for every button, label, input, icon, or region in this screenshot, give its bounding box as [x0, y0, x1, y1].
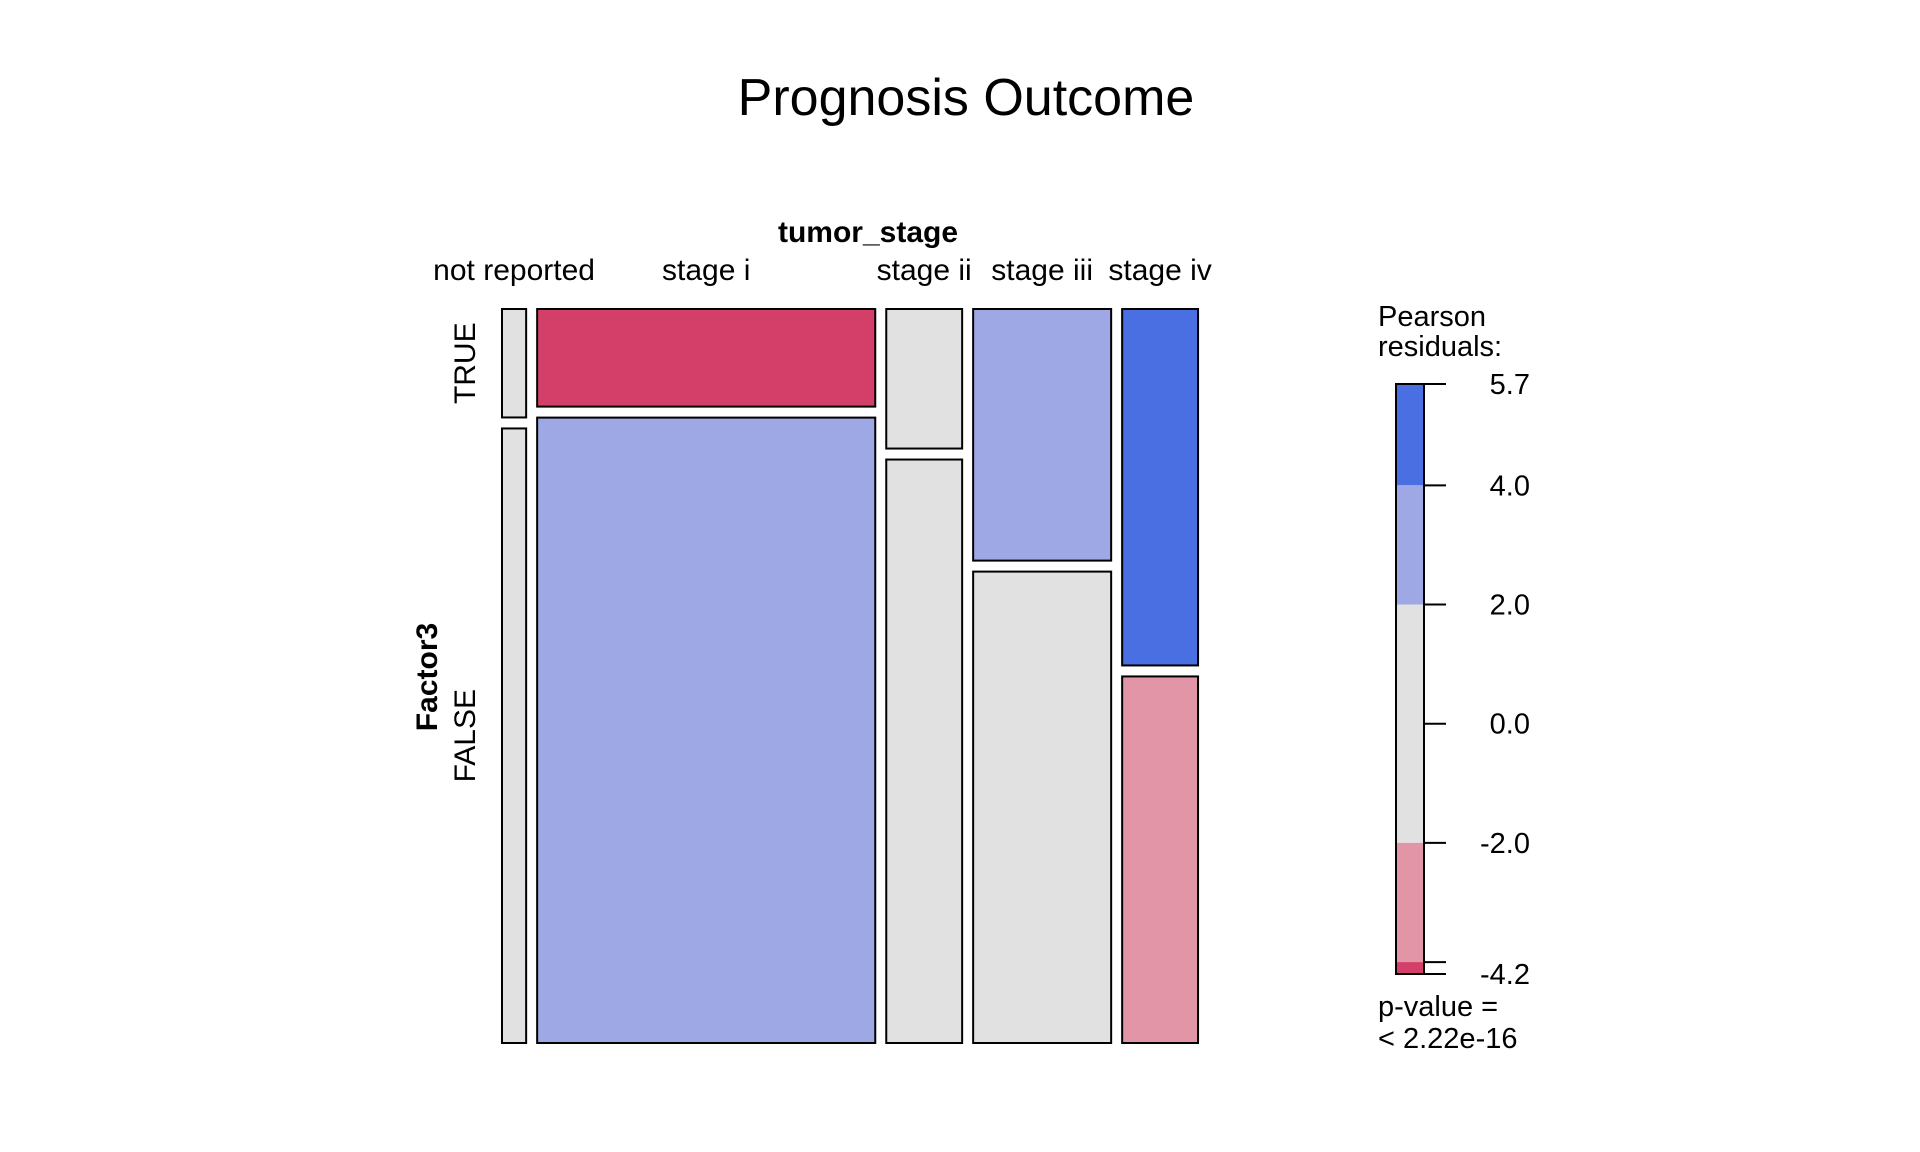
x-variable-label: tumor_stage [778, 216, 958, 249]
legend-bar-frame [1395, 383, 1425, 975]
tile-stage-iii-false [972, 570, 1113, 1044]
legend-band-2 [1396, 604, 1424, 843]
mosaic-tiles [501, 308, 1200, 1045]
legend-band-4 [1396, 962, 1424, 974]
legend-ticks: 5.7 4.0 2.0 0.0 -2.0 -4.2 [1424, 369, 1530, 991]
legend-tick-label: -2.0 [1480, 828, 1530, 860]
tile-stage-i-false [536, 416, 877, 1045]
tile-stage-i-true [536, 308, 877, 408]
column-labels: not reported stage i stage ii stage iii stag… [433, 254, 1212, 287]
tile-stage-iii-true [972, 308, 1113, 562]
residual-legend: Pearson residuals: 5.74.02.00.0-2.0-4.2 … [1378, 301, 1530, 1055]
column-label-stage-iv: stage iv [1108, 254, 1211, 287]
p-value-line1: p-value = [1378, 991, 1498, 1023]
chart-title: Prognosis Outcome [738, 69, 1195, 127]
tile-stage-ii-false [885, 458, 964, 1044]
tile-stage-ii-true [885, 308, 964, 450]
column-label-stage-iii: stage iii [991, 254, 1093, 287]
p-value-line2: < 2.22e-16 [1378, 1023, 1517, 1055]
legend-band-3 [1396, 842, 1424, 963]
column-label-stage-i: stage i [662, 254, 750, 287]
legend-tick-label: 2.0 [1490, 590, 1530, 622]
legend-color-bar [1395, 383, 1425, 975]
legend-tick-label: 0.0 [1490, 709, 1530, 741]
column-label-stage-ii: stage ii [877, 254, 972, 287]
tile-not-reported-true [501, 308, 528, 419]
column-label-not-reported: not reported [433, 254, 595, 287]
tile-not-reported-false [501, 427, 528, 1044]
tile-stage-iv-true [1121, 308, 1200, 667]
legend-tick-label: 5.7 [1490, 369, 1530, 401]
legend-title-line2: residuals: [1378, 331, 1502, 363]
tile-stage-iv-false [1121, 675, 1200, 1045]
legend-tick-label: 4.0 [1490, 470, 1530, 502]
row-label-false: FALSE [449, 689, 482, 782]
legend-band-1 [1396, 485, 1424, 605]
row-labels: TRUE FALSE [449, 322, 482, 782]
row-label-true: TRUE [449, 322, 482, 404]
legend-band-0 [1396, 384, 1424, 486]
legend-tick-label: -4.2 [1480, 959, 1530, 991]
legend-title-line1: Pearson [1378, 301, 1486, 333]
y-variable-label: Factor3 [411, 623, 444, 731]
